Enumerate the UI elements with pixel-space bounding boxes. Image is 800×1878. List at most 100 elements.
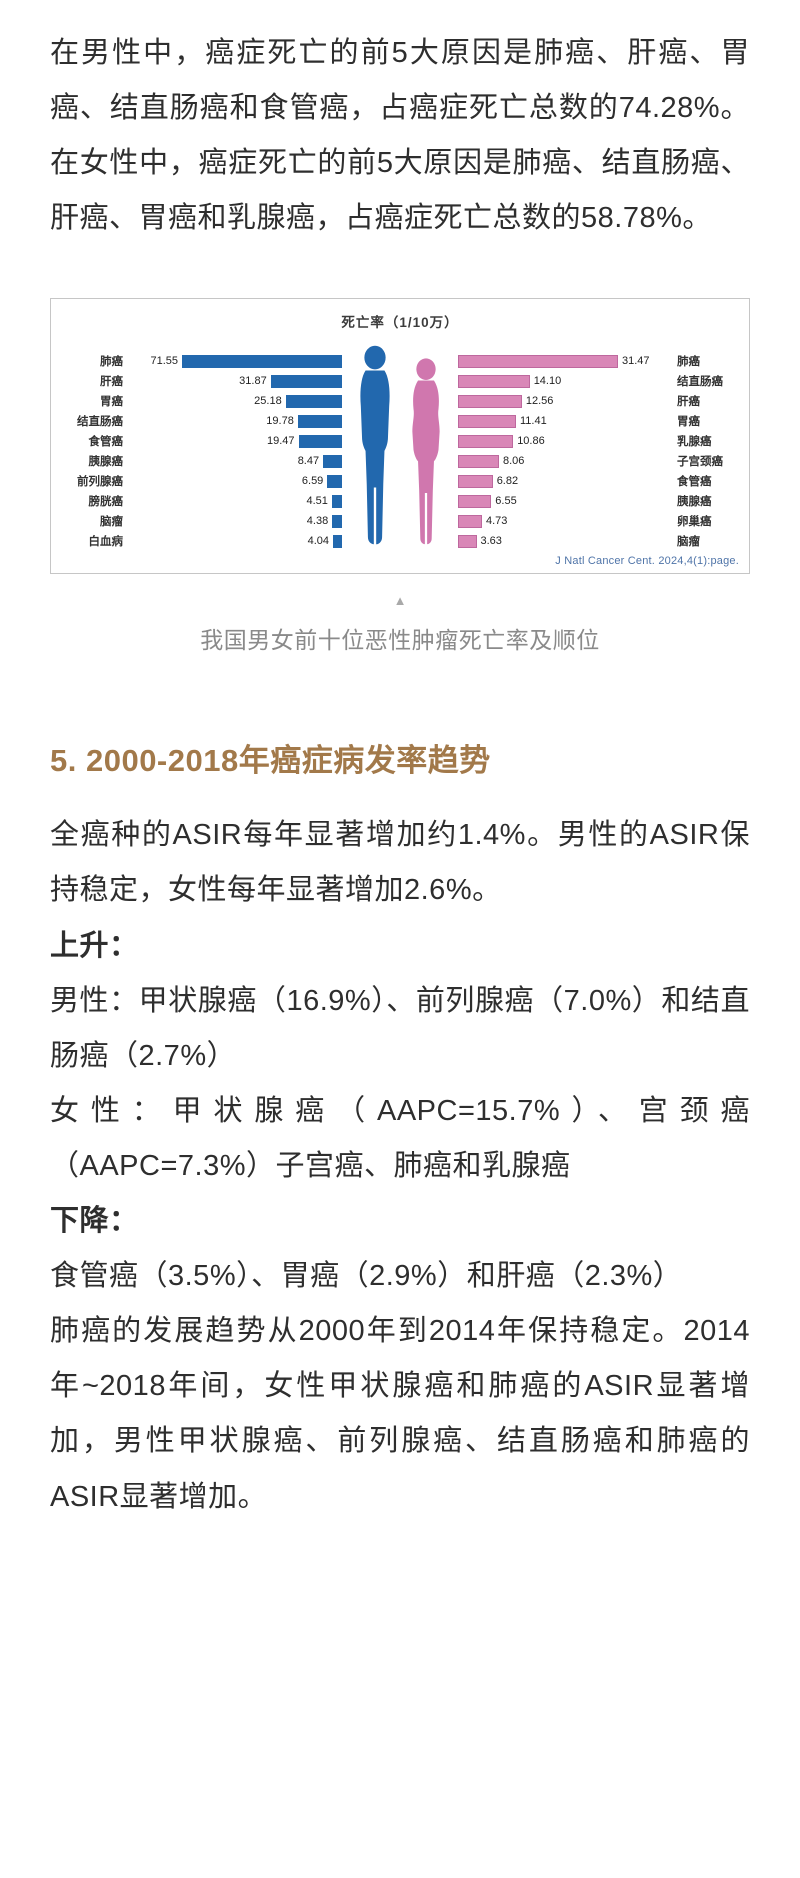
chart-title: 死亡率（1/10万）	[341, 315, 459, 331]
chart-row: 脑瘤 4.38	[61, 511, 342, 531]
category-label: 肝癌	[677, 396, 700, 409]
value-label: 6.55	[495, 495, 517, 508]
value-label: 6.82	[496, 475, 519, 488]
male-bars-column: 肺癌 71.55 肝癌 31.87 胃癌 25.18 结直肠癌 19.78 食管癌 19.47 胰腺…	[61, 351, 342, 551]
category-label: 胰腺癌	[677, 496, 712, 509]
male-bar	[327, 474, 342, 488]
male-bar	[332, 514, 342, 528]
female-bar	[458, 374, 530, 388]
down-label: 下降：	[50, 1205, 139, 1238]
male-bar	[331, 494, 342, 508]
bar-track: 11.41	[458, 414, 673, 428]
value-label: 19.47	[266, 435, 295, 448]
bar-track: 25.18	[127, 394, 342, 408]
category-label: 肺癌	[100, 356, 123, 369]
trend-summary-paragraph: 全癌种的ASIR每年显著增加约1.4%。男性的ASIR保持稳定，女性每年显著增加…	[50, 819, 750, 907]
value-label: 8.47	[297, 455, 320, 468]
value-label: 71.55	[150, 355, 178, 368]
category-label: 结直肠癌	[77, 416, 123, 429]
female-bar	[458, 454, 499, 468]
category-label: 卵巢癌	[677, 516, 712, 529]
bar-track: 6.55	[458, 494, 673, 508]
chart-row: 8.06 子宫颈癌	[458, 451, 739, 471]
bar-track: 6.82	[458, 474, 673, 488]
chart-source-citation: J Natl Cancer Cent. 2024,4(1):page.	[555, 555, 739, 568]
category-label: 子宫颈癌	[677, 456, 723, 469]
up-male-paragraph: 男性：甲状腺癌（16.9%）、前列腺癌（7.0%）和结直肠癌（2.7%）	[50, 984, 750, 1072]
category-label: 肺癌	[677, 356, 700, 369]
chart-row: 胃癌 25.18	[61, 391, 342, 411]
male-bar	[323, 454, 342, 468]
chart-row: 胰腺癌 8.47	[61, 451, 342, 471]
caption-arrow-icon: ▲	[393, 593, 407, 609]
chart-row: 12.56 肝癌	[458, 391, 739, 411]
bar-track: 31.87	[127, 374, 342, 388]
category-label: 胃癌	[100, 396, 123, 409]
male-bar	[298, 434, 342, 448]
value-label: 8.06	[503, 455, 525, 468]
female-bar	[458, 494, 492, 508]
bar-track: 14.10	[458, 374, 673, 388]
section-heading: 5. 2000-2018年癌症病发率趋势	[50, 743, 491, 779]
value-label: 11.41	[520, 415, 547, 428]
female-bar	[458, 354, 618, 368]
category-label: 肝癌	[100, 376, 123, 389]
category-label: 白血病	[88, 536, 124, 549]
bar-track: 12.56	[458, 394, 673, 408]
male-bar	[270, 374, 342, 388]
bar-track: 4.38	[127, 514, 342, 528]
value-label: 25.18	[254, 395, 282, 408]
value-label: 4.04	[307, 535, 329, 548]
bar-track: 10.86	[458, 434, 673, 448]
chart-row: 肝癌 31.87	[61, 371, 342, 391]
bar-track: 8.06	[458, 454, 673, 468]
silhouettes	[342, 339, 458, 551]
male-bar	[333, 534, 342, 548]
bar-track: 71.55	[127, 354, 342, 368]
value-label: 31.47	[622, 355, 650, 368]
chart-row: 31.47 肺癌	[458, 351, 739, 371]
chart-row: 白血病 4.04	[61, 531, 342, 551]
bar-track: 4.04	[127, 534, 342, 548]
bar-track: 3.63	[458, 534, 673, 548]
down-paragraph: 食管癌（3.5%）、胃癌（2.9%）和肝癌（2.3%）	[50, 1260, 683, 1293]
chart-row: 14.10 结直肠癌	[458, 371, 739, 391]
female-bars-column: 31.47 肺癌 14.10 结直肠癌 12.56 肝癌 11.41 胃癌 10.86 乳腺癌 8.…	[458, 351, 739, 551]
category-label: 脑瘤	[677, 536, 700, 549]
category-label: 食管癌	[88, 436, 124, 449]
chart-row: 结直肠癌 19.78	[61, 411, 342, 431]
chart-body: 肺癌 71.55 肝癌 31.87 胃癌 25.18 结直肠癌 19.78 食管癌 19.47 胰腺…	[61, 339, 739, 551]
chart-row: 10.86 乳腺癌	[458, 431, 739, 451]
category-label: 胃癌	[677, 416, 700, 429]
chart-row: 前列腺癌 6.59	[61, 471, 342, 491]
category-label: 食管癌	[677, 476, 712, 489]
intro-paragraph: 在男性中，癌症死亡的前5大原因是肺癌、肝癌、胃癌、结直肠癌和食管癌，占癌症死亡总…	[50, 37, 750, 235]
value-label: 3.63	[480, 535, 502, 548]
female-bar	[458, 434, 514, 448]
male-bar	[182, 354, 342, 368]
value-label: 4.51	[306, 495, 328, 508]
value-label: 10.86	[517, 435, 545, 448]
value-label: 14.10	[533, 375, 562, 388]
value-label: 19.78	[266, 415, 294, 428]
value-label: 31.87	[239, 375, 267, 388]
chart-row: 3.63 脑瘤	[458, 531, 739, 551]
category-label: 结直肠癌	[677, 376, 723, 389]
mortality-chart: 死亡率（1/10万） 肺癌 71.55 肝癌 31.87 胃癌 25.18 结直肠癌 19.7…	[50, 298, 750, 575]
female-silhouette-icon	[412, 358, 440, 545]
lung-trend-paragraph: 肺癌的发展趋势从2000年到2014年保持稳定。2014年~2018年间，女性甲…	[50, 1315, 750, 1513]
chart-row: 食管癌 19.47	[61, 431, 342, 451]
category-label: 乳腺癌	[677, 436, 712, 449]
category-label: 前列腺癌	[77, 476, 123, 489]
bar-track: 6.59	[127, 474, 342, 488]
value-label: 4.73	[486, 515, 508, 528]
chart-row: 肺癌 71.55	[61, 351, 342, 371]
male-silhouette-icon	[360, 346, 390, 545]
chart-row: 6.82 食管癌	[458, 471, 739, 491]
category-label: 膀胱癌	[88, 496, 124, 509]
chart-row: 4.73 卵巢癌	[458, 511, 739, 531]
bar-track: 19.47	[127, 434, 342, 448]
up-label: 上升：	[50, 929, 139, 962]
bar-track: 8.47	[127, 454, 342, 468]
